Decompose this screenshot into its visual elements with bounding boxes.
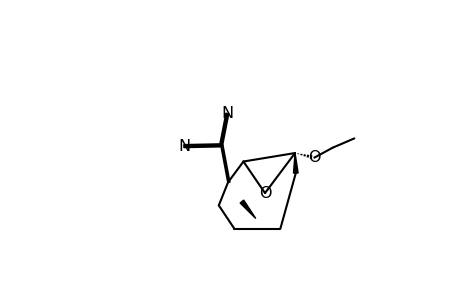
- Text: O: O: [308, 150, 320, 165]
- Text: O: O: [258, 186, 271, 201]
- Text: N: N: [221, 106, 233, 121]
- Text: N: N: [178, 139, 190, 154]
- Polygon shape: [293, 153, 297, 173]
- Polygon shape: [240, 200, 255, 218]
